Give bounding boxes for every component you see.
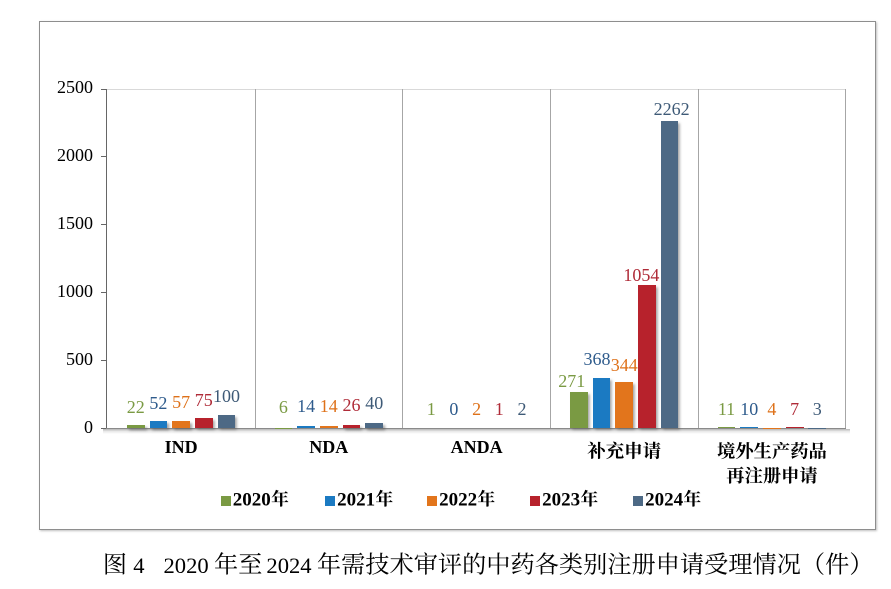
svg-text:2020: 2020	[233, 490, 271, 511]
svg-text:2023: 2023	[542, 490, 580, 511]
svg-text:2024: 2024	[266, 553, 311, 578]
svg-text:2022: 2022	[439, 490, 477, 511]
svg-text:2020: 2020	[164, 553, 209, 578]
svg-text:4: 4	[133, 553, 144, 578]
svg-text:2024: 2024	[645, 490, 684, 511]
svg-text:2021: 2021	[337, 490, 375, 511]
